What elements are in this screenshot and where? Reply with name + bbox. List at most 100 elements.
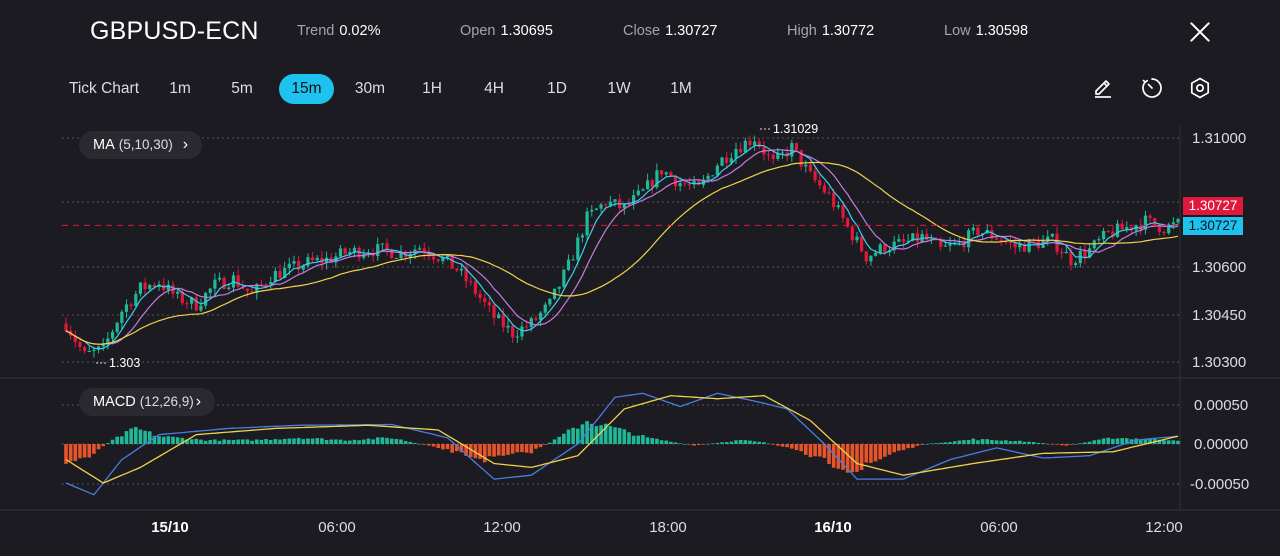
candle-body bbox=[348, 252, 352, 254]
macd-histogram-bar bbox=[589, 423, 594, 444]
stat-value: 0.02% bbox=[339, 23, 381, 39]
macd-histogram-bar bbox=[343, 440, 347, 444]
ma5-line bbox=[65, 144, 1179, 350]
stat-label: Low bbox=[944, 23, 971, 39]
macd-histogram-bar bbox=[1148, 438, 1152, 444]
tab-4h[interactable]: 4H bbox=[484, 80, 504, 97]
candle-body bbox=[590, 210, 594, 212]
macd-histogram-bar bbox=[808, 444, 813, 458]
macd-histogram-bar bbox=[1087, 441, 1092, 444]
candle-body bbox=[371, 253, 375, 257]
candle-body bbox=[180, 291, 184, 304]
macd-histogram-bar bbox=[64, 444, 68, 464]
low-annotation-label: 1.303 bbox=[109, 356, 140, 370]
tab-5m[interactable]: 5m bbox=[231, 80, 253, 97]
candle-body bbox=[715, 165, 719, 176]
candle-body bbox=[790, 143, 794, 157]
macd-histogram-bar bbox=[1073, 444, 1078, 445]
macd-histogram-bar bbox=[1008, 441, 1013, 444]
candle-body bbox=[511, 325, 515, 338]
candle-body bbox=[534, 318, 538, 320]
macd-histogram-bar bbox=[710, 443, 715, 444]
macd-histogram-bar bbox=[1078, 443, 1083, 444]
candle-body bbox=[418, 248, 422, 250]
candle-body bbox=[1129, 226, 1134, 231]
candle-body bbox=[283, 268, 287, 279]
tab-1mo[interactable]: 1M bbox=[670, 80, 692, 97]
macd-histogram-bar bbox=[562, 433, 566, 444]
macd-histogram-bar bbox=[901, 444, 906, 451]
candle-body bbox=[576, 237, 580, 260]
macd-axis: 0.00050 0.00000 -0.00050 bbox=[1190, 397, 1249, 493]
candle-body bbox=[1097, 239, 1101, 241]
macd-histogram-bar bbox=[883, 444, 887, 457]
macd-histogram-bar bbox=[1176, 440, 1180, 444]
macd-histogram-bar bbox=[222, 439, 226, 444]
macd-histogram-bar bbox=[771, 444, 776, 445]
macd-histogram-bar bbox=[627, 432, 631, 444]
macd-histogram-bar bbox=[394, 438, 399, 444]
macd-histogram-bar bbox=[1004, 440, 1008, 444]
candle-body bbox=[655, 170, 659, 188]
candle-body bbox=[1148, 215, 1152, 218]
candle-body bbox=[897, 239, 901, 242]
tab-1m[interactable]: 1m bbox=[169, 80, 191, 97]
candle-body bbox=[306, 257, 310, 266]
candle-body bbox=[818, 180, 822, 186]
candle-body bbox=[720, 157, 724, 166]
candle-body bbox=[259, 284, 264, 286]
x-tick-label: 15/10 bbox=[151, 519, 189, 536]
macd-histogram-bar bbox=[361, 439, 366, 444]
macd-histogram-bar bbox=[696, 444, 701, 446]
timer-icon[interactable] bbox=[1140, 76, 1164, 100]
macd-histogram-bar bbox=[87, 444, 92, 458]
candle-body bbox=[808, 164, 813, 172]
macd-histogram-bar bbox=[506, 444, 510, 455]
macd-histogram-bar bbox=[859, 444, 864, 471]
candle-body bbox=[338, 248, 343, 257]
candle-body bbox=[376, 244, 380, 257]
candles-layer bbox=[64, 135, 1180, 358]
macd-histogram-bar bbox=[1138, 439, 1143, 444]
macd-histogram-bar bbox=[622, 429, 627, 444]
macd-histogram-bar bbox=[320, 438, 324, 444]
macd-histogram-bar bbox=[436, 444, 441, 449]
candle-body bbox=[380, 243, 384, 245]
macd-histogram-bar bbox=[366, 438, 371, 444]
macd-histogram-bar bbox=[147, 431, 152, 444]
macd-histogram-bar bbox=[296, 438, 301, 444]
tab-1w[interactable]: 1W bbox=[607, 80, 631, 97]
tab-tick-chart[interactable]: Tick Chart bbox=[68, 80, 140, 97]
candle-body bbox=[892, 241, 896, 251]
candle-body bbox=[1074, 263, 1078, 266]
stat-trend: Trend 0.02% bbox=[297, 23, 380, 39]
draw-icon[interactable] bbox=[1091, 76, 1115, 100]
y-tick-label: 1.31000 bbox=[1192, 130, 1246, 147]
candle-body bbox=[566, 259, 571, 270]
macd-histogram-bar bbox=[259, 439, 264, 444]
macd-histogram-bar bbox=[1166, 440, 1171, 444]
macd-histogram-bar bbox=[892, 444, 896, 453]
macd-indicator-pill[interactable]: MACD (12,26,9) › bbox=[79, 388, 216, 416]
high-annotation: 1.31029 bbox=[760, 122, 818, 136]
macd-histogram-bar bbox=[478, 444, 482, 459]
candle-body bbox=[1050, 233, 1054, 237]
candle-body bbox=[967, 230, 971, 248]
macd-histogram-bar bbox=[357, 440, 361, 444]
settings-icon[interactable] bbox=[1188, 76, 1212, 100]
tab-1h[interactable]: 1H bbox=[422, 80, 442, 97]
macd-histogram-bar bbox=[962, 440, 966, 444]
candle-body bbox=[1106, 231, 1110, 233]
candle-body bbox=[548, 298, 552, 305]
candle-body bbox=[190, 297, 194, 304]
ma-indicator-pill[interactable]: MA (5,10,30) › bbox=[79, 131, 203, 159]
tab-30m[interactable]: 30m bbox=[354, 80, 386, 97]
candle-body bbox=[841, 205, 845, 219]
candle-body bbox=[1176, 219, 1180, 223]
macd-histogram-bar bbox=[292, 438, 296, 444]
candle-body bbox=[836, 205, 840, 208]
tab-1d[interactable]: 1D bbox=[547, 80, 567, 97]
tab-15m[interactable]: 15m bbox=[279, 74, 334, 104]
macd-histogram-bar bbox=[906, 444, 910, 449]
